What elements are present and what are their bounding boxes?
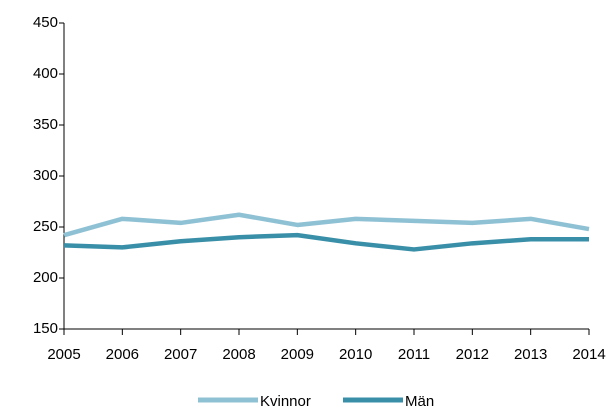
x-tick-label: 2005: [47, 346, 80, 363]
legend-label: Män: [405, 393, 434, 410]
y-tick-label: 450: [33, 14, 58, 31]
x-tick-label: 2008: [222, 346, 255, 363]
x-tick-label: 2012: [456, 346, 489, 363]
y-tick-label: 150: [33, 320, 58, 337]
y-tick-label: 400: [33, 65, 58, 82]
x-tick-label: 2007: [164, 346, 197, 363]
y-tick-label: 200: [33, 269, 58, 286]
x-tick-label: 2014: [572, 346, 605, 363]
legend-label: Kvinnor: [260, 393, 311, 410]
x-tick-label: 2010: [339, 346, 372, 363]
series-line: [63, 232, 589, 252]
x-tick-label: 2006: [106, 346, 139, 363]
y-tick-label: 300: [33, 167, 58, 184]
y-tick-label: 350: [33, 116, 58, 133]
x-tick-label: 2013: [514, 346, 547, 363]
x-tick-label: 2011: [398, 346, 430, 363]
y-tick-label: 250: [33, 218, 58, 235]
series-line: [63, 212, 590, 238]
x-tick-label: 2009: [281, 346, 314, 363]
